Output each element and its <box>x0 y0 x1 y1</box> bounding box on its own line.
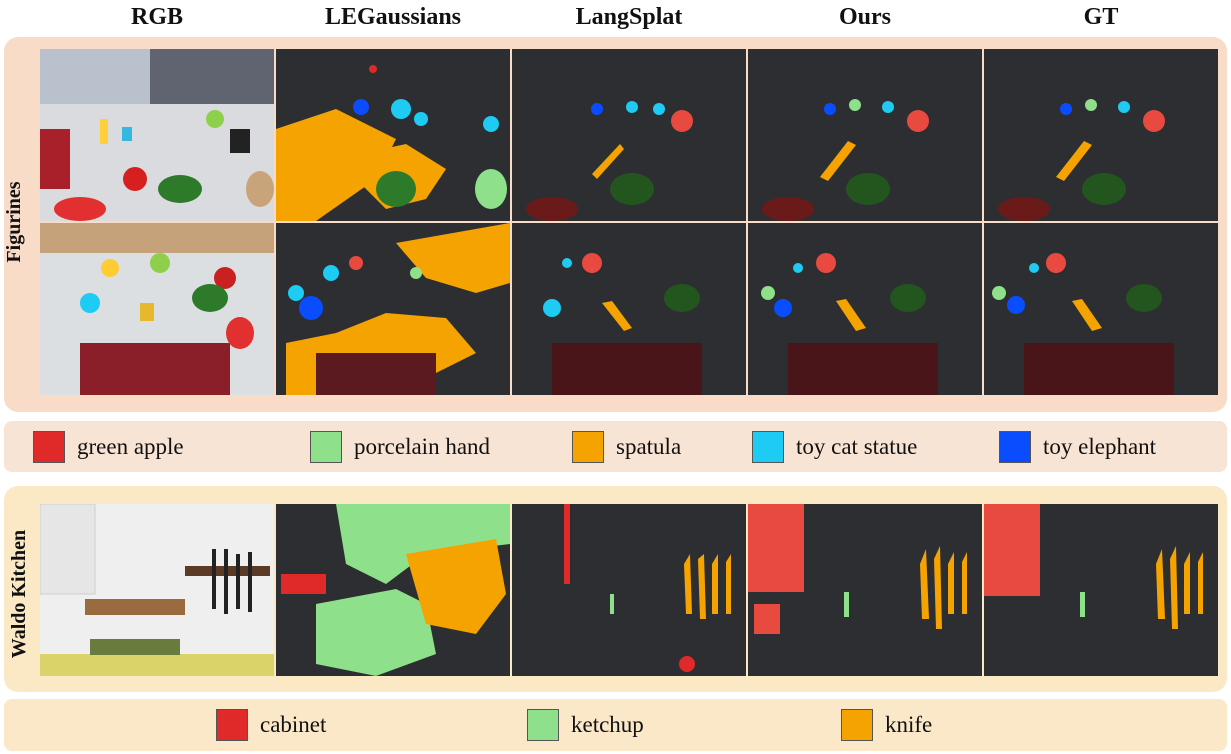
legend-swatch <box>752 431 784 463</box>
scene-label-figurines: Figurines <box>3 181 25 263</box>
legend-swatch <box>841 709 873 741</box>
legend-item: porcelain hand <box>310 430 490 464</box>
legend-item: ketchup <box>527 708 644 742</box>
legend-label: porcelain hand <box>354 434 491 459</box>
legend-item: knife <box>841 708 932 742</box>
legend-label: knife <box>885 712 933 737</box>
kitchen-ours <box>748 504 982 676</box>
figurines-rgb-2 <box>40 223 274 395</box>
figurines-rgb-1 <box>40 49 274 221</box>
legend-item: toy cat statue <box>752 430 917 464</box>
legend-item: green apple <box>33 430 184 464</box>
figurines-ours-2 <box>748 223 982 395</box>
column-header-rgb: RGB <box>130 4 183 30</box>
kitchen-rgb <box>40 504 274 676</box>
column-header-langsplat: LangSplat <box>575 4 683 30</box>
legend-swatch <box>310 431 342 463</box>
figurines-legaussians-1 <box>276 49 510 221</box>
legend-swatch <box>572 431 604 463</box>
legend-label: ketchup <box>571 712 644 737</box>
column-header-legaussians: LEGaussians <box>324 4 462 30</box>
kitchen-legaussians <box>276 504 510 676</box>
figurines-ours-1 <box>748 49 982 221</box>
legend-item: spatula <box>572 430 681 464</box>
legend-swatch <box>216 709 248 741</box>
kitchen-langsplat <box>512 504 746 676</box>
column-header-ours: Ours <box>838 4 891 30</box>
figurines-legaussians-2 <box>276 223 510 395</box>
legend-swatch <box>527 709 559 741</box>
kitchen-legend <box>4 699 1227 751</box>
legend-label: spatula <box>616 434 682 459</box>
legend-label: toy cat statue <box>796 434 918 459</box>
figurines-langsplat-2 <box>512 223 746 395</box>
legend-swatch <box>999 431 1031 463</box>
figurines-langsplat-1 <box>512 49 746 221</box>
legend-item: toy elephant <box>999 430 1156 464</box>
scene-label-kitchen: Waldo Kitchen <box>8 529 30 659</box>
figurines-gt-2 <box>984 223 1218 395</box>
column-header-gt: GT <box>1083 4 1119 30</box>
figurines-gt-1 <box>984 49 1218 221</box>
legend-label: green apple <box>77 434 184 459</box>
legend-item: cabinet <box>216 708 326 742</box>
legend-label: toy elephant <box>1043 434 1157 459</box>
kitchen-gt <box>984 504 1218 676</box>
legend-swatch <box>33 431 65 463</box>
legend-label: cabinet <box>260 712 327 737</box>
